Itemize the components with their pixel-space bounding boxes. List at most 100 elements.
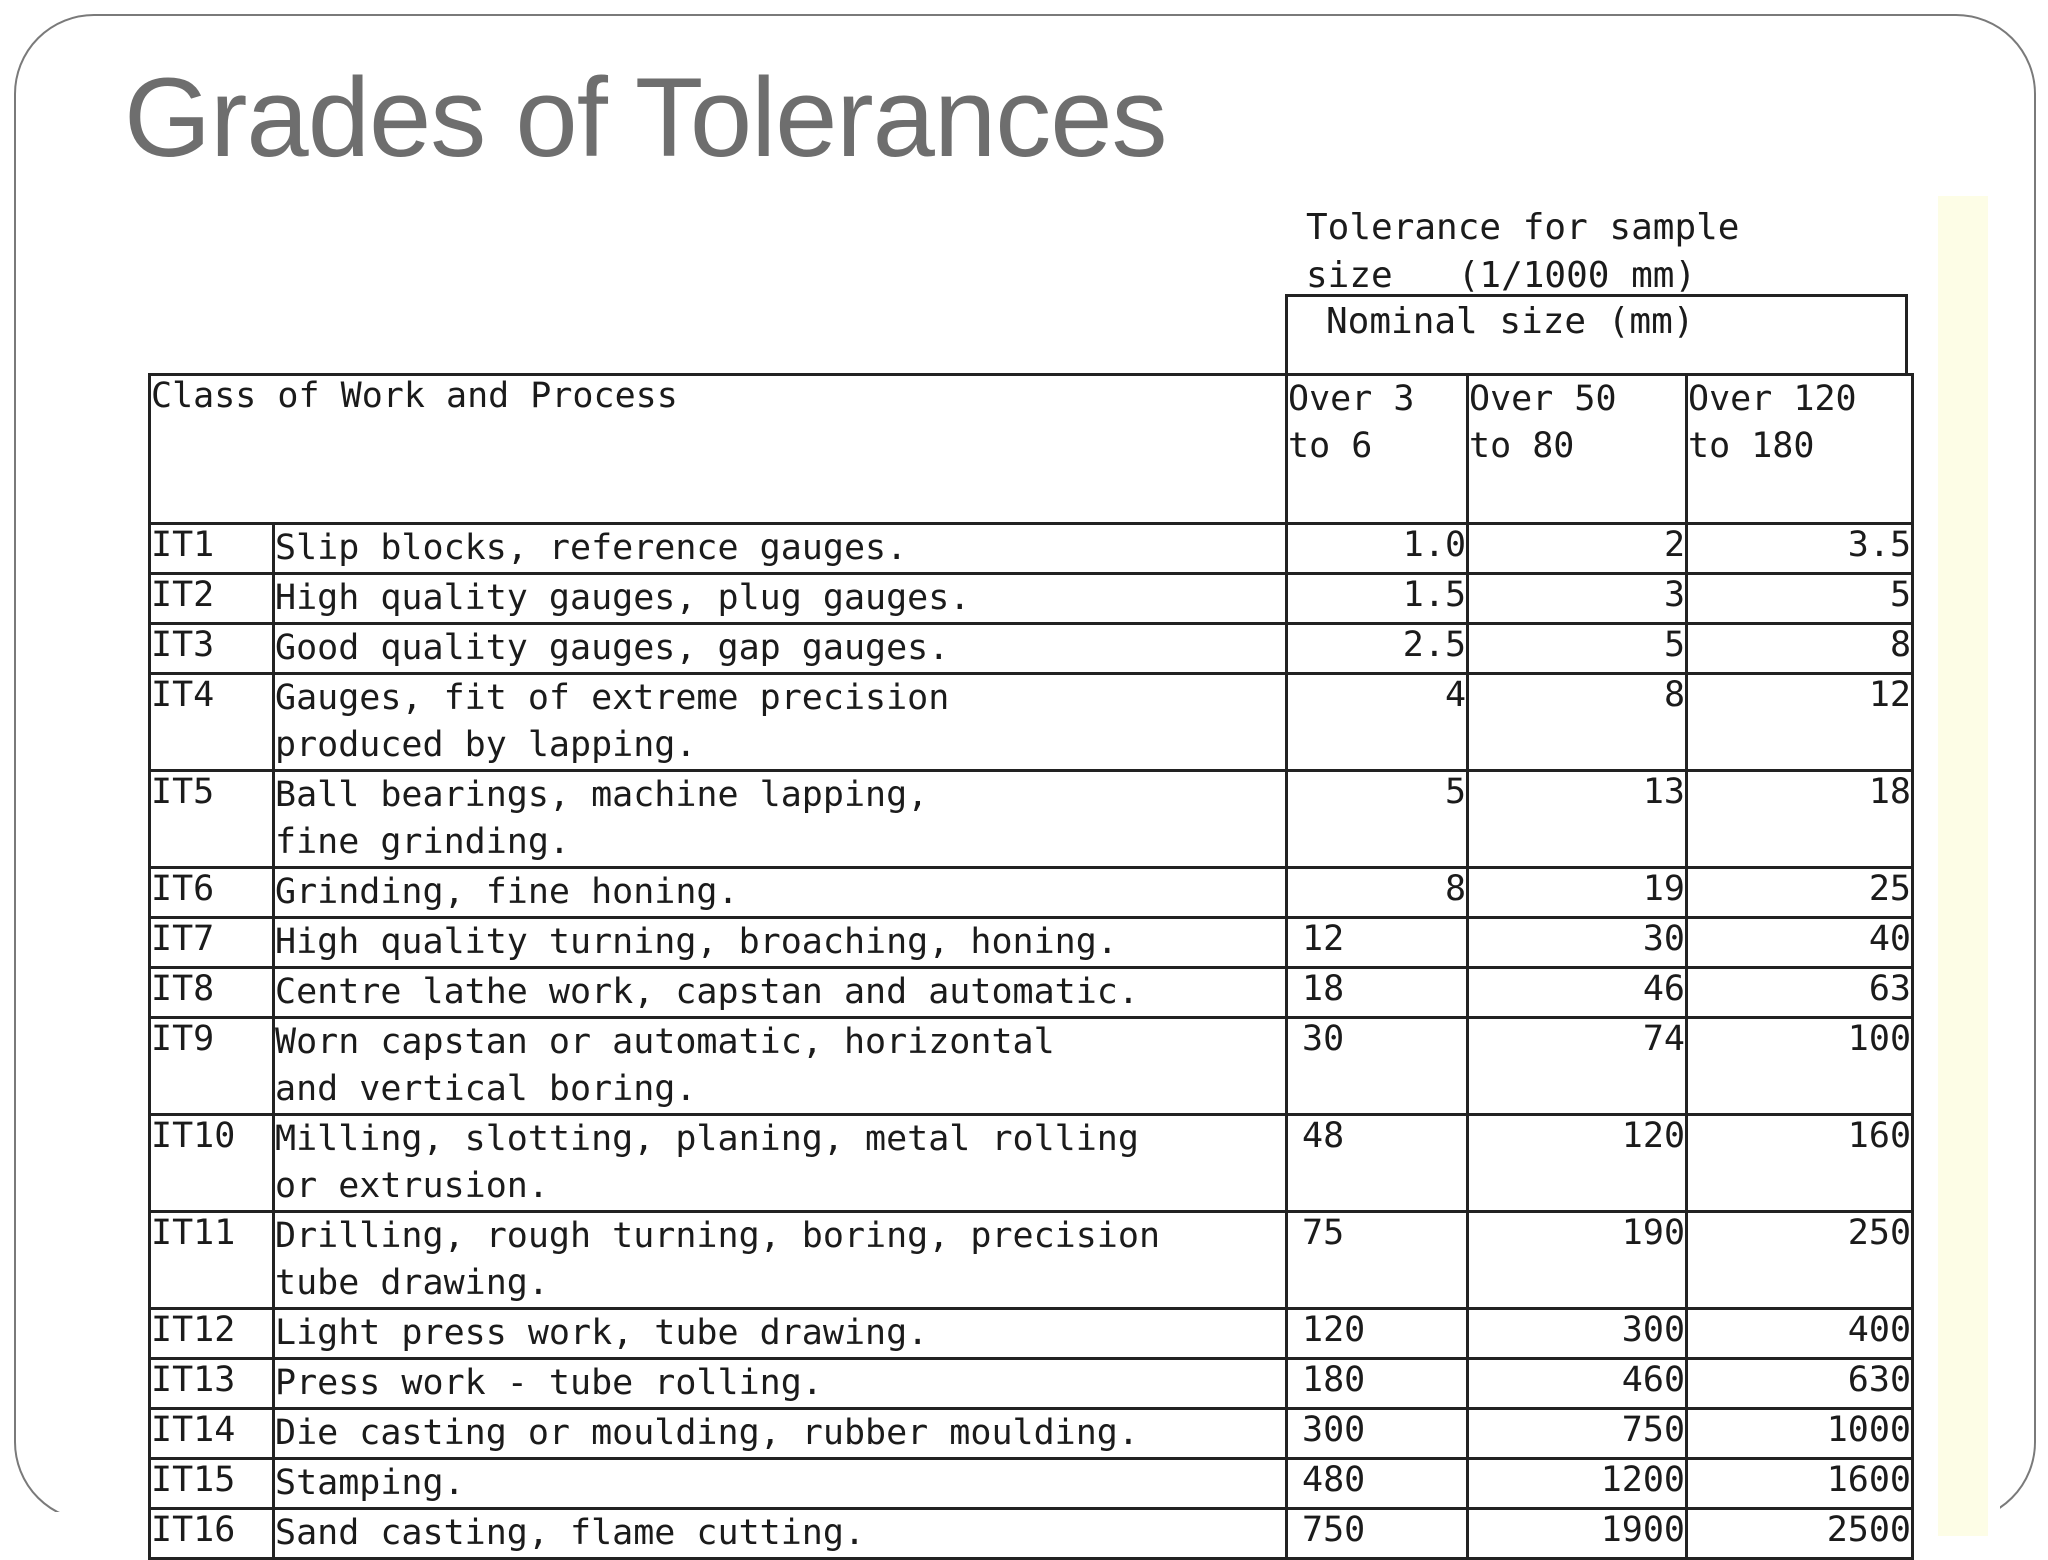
- tolerance-50-80-cell: 46: [1466, 966, 1689, 1019]
- range-header-120-180-line2: to 180: [1688, 426, 1815, 466]
- tolerance-3-6-cell: 18: [1285, 966, 1470, 1019]
- tolerance-120-180-cell: 100: [1685, 1016, 1915, 1116]
- table-row: IT12 Light press work, tube drawing. 120…: [148, 1307, 1915, 1360]
- grade-cell: IT5: [148, 769, 275, 869]
- tolerance-3-6-cell: 5: [1285, 769, 1470, 869]
- process-line-2: and vertical boring.: [275, 1069, 697, 1109]
- process-cell: Light press work, tube drawing.: [271, 1307, 1289, 1360]
- tolerance-3-6-cell: 750: [1285, 1507, 1470, 1560]
- tolerance-120-180-cell: 160: [1685, 1113, 1915, 1213]
- process-line-1: Gauges, fit of extreme precision: [275, 678, 950, 718]
- process-line-1: Worn capstan or automatic, horizontal: [275, 1022, 1055, 1062]
- range-header-120-180: Over 120 to 180: [1685, 373, 1915, 525]
- process-line-2: tube drawing.: [275, 1263, 549, 1303]
- tolerance-120-180-cell: 63: [1685, 966, 1915, 1019]
- tolerance-50-80-cell: 2: [1466, 522, 1689, 575]
- table-row: IT13 Press work - tube rolling. 180 460 …: [148, 1357, 1915, 1410]
- table-row: IT2 High quality gauges, plug gauges. 1.…: [148, 572, 1915, 625]
- tolerance-50-80-cell: 30: [1466, 916, 1689, 969]
- tolerance-50-80-cell: 13: [1466, 769, 1689, 869]
- range-header-3-6-line1: Over 3: [1288, 379, 1415, 419]
- tolerance-120-180-cell: 400: [1685, 1307, 1915, 1360]
- process-line-1: Drilling, rough turning, boring, precisi…: [275, 1216, 1161, 1256]
- tolerance-120-180-cell: 3.5: [1685, 522, 1915, 575]
- table-row: IT11 Drilling, rough turning, boring, pr…: [148, 1210, 1915, 1310]
- grade-cell: IT9: [148, 1016, 275, 1116]
- process-cell: Worn capstan or automatic, horizontal and…: [271, 1016, 1289, 1116]
- process-line-2: or extrusion.: [275, 1166, 549, 1206]
- tolerance-50-80-cell: 74: [1466, 1016, 1689, 1116]
- process-cell: Gauges, fit of extreme precision produced…: [271, 672, 1289, 772]
- table-row: IT15 Stamping. 480 1200 1600: [148, 1457, 1915, 1510]
- tolerance-120-180-cell: 40: [1685, 916, 1915, 969]
- process-cell: High quality turning, broaching, honing.: [271, 916, 1289, 969]
- range-header-3-6: Over 3 to 6: [1285, 373, 1470, 525]
- table-row: IT10 Milling, slotting, planing, metal r…: [148, 1113, 1915, 1213]
- table-row: IT4 Gauges, fit of extreme precision prod…: [148, 672, 1915, 772]
- range-header-50-80-line2: to 80: [1469, 426, 1575, 466]
- process-line-1: Milling, slotting, planing, metal rollin…: [275, 1119, 1139, 1159]
- table-row: IT14 Die casting or moulding, rubber mou…: [148, 1407, 1915, 1460]
- table-row: IT9 Worn capstan or automatic, horizonta…: [148, 1016, 1915, 1116]
- tolerance-120-180-cell: 8: [1685, 622, 1915, 675]
- tolerance-grade-table: Class of Work and Process Over 3 to 6 Ove…: [147, 373, 1915, 1560]
- process-line-2: produced by lapping.: [275, 725, 697, 765]
- tolerance-50-80-cell: 1900: [1466, 1507, 1689, 1560]
- tolerance-3-6-cell: 30: [1285, 1016, 1470, 1116]
- grade-cell: IT14: [148, 1407, 275, 1460]
- range-header-50-80: Over 50 to 80: [1466, 373, 1689, 525]
- grade-cell: IT4: [148, 672, 275, 772]
- class-of-work-header: Class of Work and Process: [147, 373, 1289, 525]
- process-cell: High quality gauges, plug gauges.: [271, 572, 1289, 625]
- tolerance-50-80-cell: 300: [1466, 1307, 1689, 1360]
- grade-cell: IT12: [148, 1307, 275, 1360]
- tolerance-header: Tolerance for sample size (1/1000 mm): [1306, 204, 1739, 300]
- nominal-size-box: [1285, 294, 1908, 376]
- process-cell: Drilling, rough turning, boring, precisi…: [271, 1210, 1289, 1310]
- tolerance-50-80-cell: 3: [1466, 572, 1689, 625]
- table-row: IT8 Centre lathe work, capstan and autom…: [148, 966, 1915, 1019]
- tolerance-50-80-cell: 1200: [1466, 1457, 1689, 1510]
- tolerance-3-6-cell: 48: [1285, 1113, 1470, 1213]
- table-row: IT1 Slip blocks, reference gauges. 1.0 2…: [148, 522, 1915, 575]
- tolerance-3-6-cell: 75: [1285, 1210, 1470, 1310]
- tolerance-120-180-cell: 18: [1685, 769, 1915, 869]
- process-cell: Sand casting, flame cutting.: [271, 1507, 1289, 1560]
- range-header-50-80-line1: Over 50: [1469, 379, 1617, 419]
- tolerance-120-180-cell: 1000: [1685, 1407, 1915, 1460]
- tolerance-3-6-cell: 180: [1285, 1357, 1470, 1410]
- tolerance-50-80-cell: 190: [1466, 1210, 1689, 1310]
- table-header-row: Class of Work and Process Over 3 to 6 Ove…: [147, 373, 1915, 525]
- process-line-2: fine grinding.: [275, 822, 571, 862]
- grade-cell: IT8: [148, 966, 275, 1019]
- range-header-120-180-line1: Over 120: [1688, 379, 1857, 419]
- table-row: IT7 High quality turning, broaching, hon…: [148, 916, 1915, 969]
- tolerance-3-6-cell: 480: [1285, 1457, 1470, 1510]
- tolerance-120-180-cell: 25: [1685, 866, 1915, 919]
- grade-cell: IT11: [148, 1210, 275, 1310]
- tolerance-3-6-cell: 12: [1285, 916, 1470, 969]
- tolerance-120-180-cell: 630: [1685, 1357, 1915, 1410]
- grade-cell: IT7: [148, 916, 275, 969]
- process-cell: Press work - tube rolling.: [271, 1357, 1289, 1410]
- tolerance-50-80-cell: 5: [1466, 622, 1689, 675]
- tolerance-50-80-cell: 8: [1466, 672, 1689, 772]
- grade-cell: IT16: [148, 1507, 275, 1560]
- tolerance-header-line2: size (1/1000 mm): [1306, 255, 1697, 296]
- nominal-size-label: Nominal size (mm): [1326, 301, 1695, 342]
- tolerance-120-180-cell: 12: [1685, 672, 1915, 772]
- tolerance-3-6-cell: 1.5: [1285, 572, 1470, 625]
- grade-cell: IT3: [148, 622, 275, 675]
- process-line-1: Ball bearings, machine lapping,: [275, 775, 929, 815]
- grade-cell: IT6: [148, 866, 275, 919]
- tolerance-50-80-cell: 120: [1466, 1113, 1689, 1213]
- process-cell: Slip blocks, reference gauges.: [271, 522, 1289, 575]
- slide-title: Grades of Tolerances: [124, 55, 1168, 180]
- tolerance-3-6-cell: 4: [1285, 672, 1470, 772]
- tolerance-120-180-cell: 2500: [1685, 1507, 1915, 1560]
- tolerance-50-80-cell: 750: [1466, 1407, 1689, 1460]
- table-row: IT3 Good quality gauges, gap gauges. 2.5…: [148, 622, 1915, 675]
- grade-cell: IT1: [148, 522, 275, 575]
- tolerance-50-80-cell: 19: [1466, 866, 1689, 919]
- scan-edge-strip: [1938, 196, 1988, 1536]
